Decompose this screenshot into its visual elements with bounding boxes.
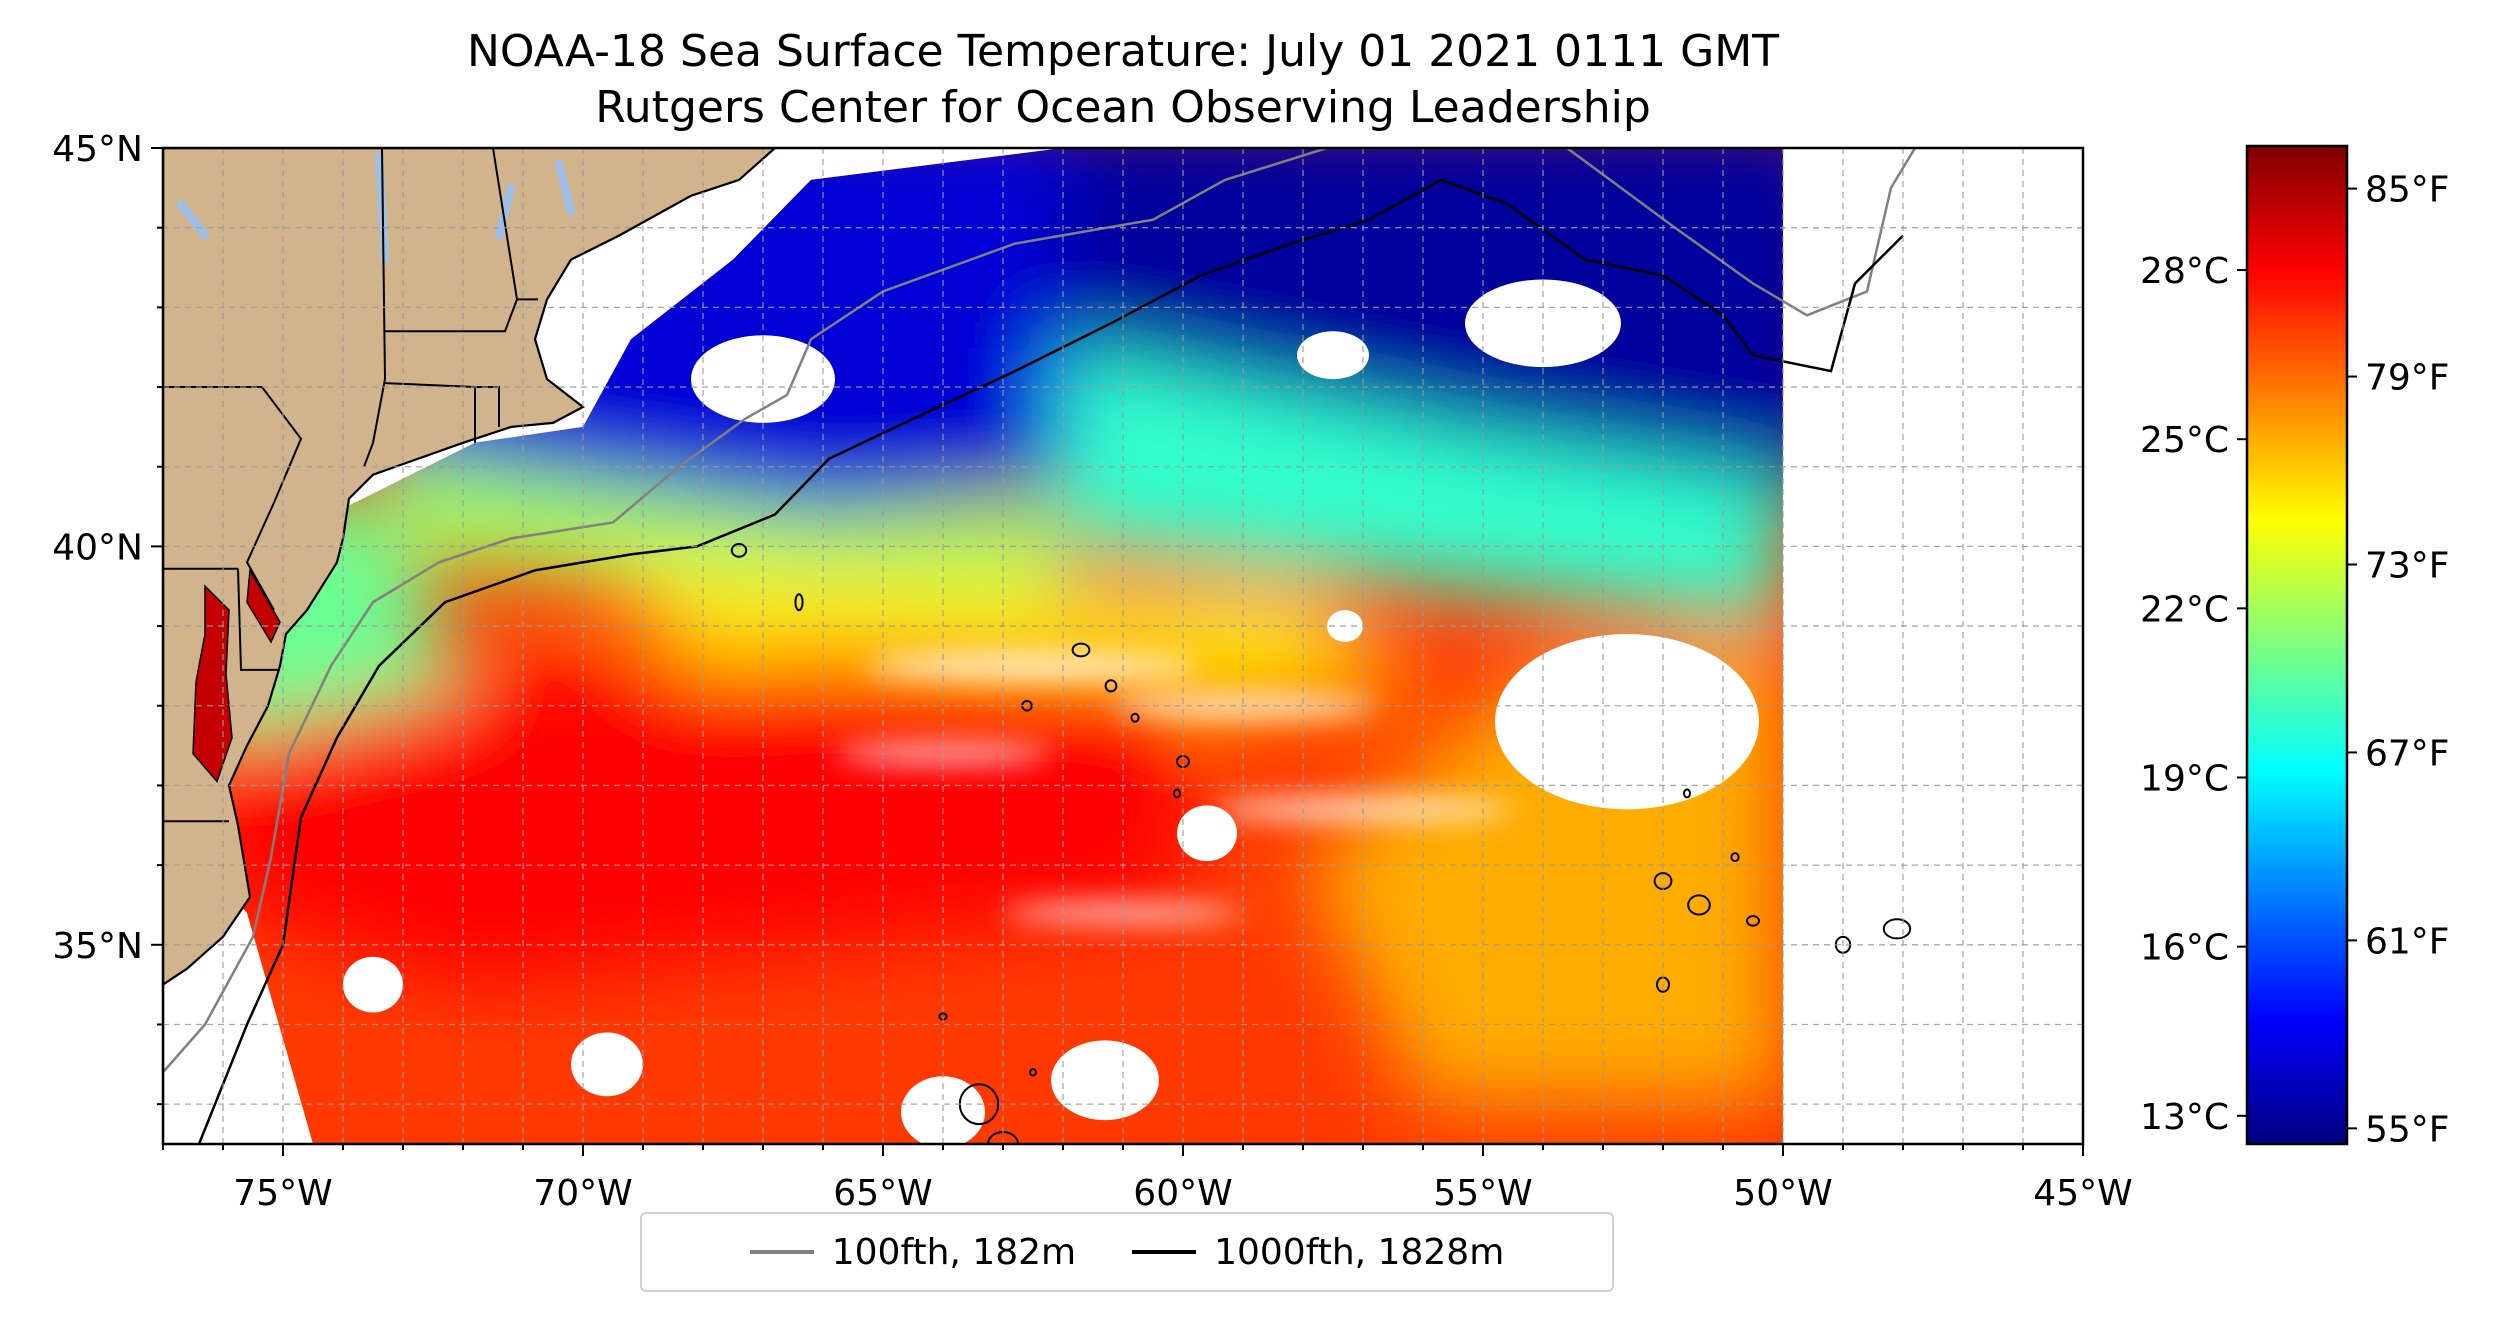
sst-region (373, 450, 1063, 611)
legend-swatch-1000fth (1132, 1250, 1197, 1254)
lon-tick-label: 60°W (1133, 1173, 1232, 1214)
chesapeake-bay (192, 584, 233, 783)
seamount-contour (794, 593, 804, 612)
celsius-tick-label: 22°C (2140, 589, 2229, 630)
lat-tick-label: 40°N (52, 527, 143, 568)
lon-tick-label: 50°W (1733, 1173, 1832, 1214)
legend-item-1000fth: 1000fth, 1828m (1132, 1232, 1504, 1273)
seamount-contour (1687, 894, 1711, 916)
chart-subtitle: Rutgers Center for Ocean Observing Leade… (595, 82, 1651, 133)
seamount-contour (1730, 852, 1740, 863)
cloud-gap (1465, 279, 1621, 368)
fahrenheit-tick-label: 61°F (2365, 921, 2450, 962)
colorbar (2247, 146, 2347, 1144)
lon-tick-label: 45°W (2033, 1173, 2132, 1214)
gridlines (163, 148, 2083, 1144)
lat-tick-label: 45°N (52, 129, 143, 170)
celsius-tick-label: 16°C (2140, 928, 2229, 969)
legend-label-100fth: 100fth, 182m (831, 1231, 1077, 1273)
sst-region (193, 658, 1183, 985)
inland-lake (495, 183, 515, 240)
legend: 100fth, 182m 1000fth, 1828m (640, 1212, 1614, 1292)
inland-lake (177, 199, 209, 240)
seamount-contour (1173, 788, 1181, 799)
fahrenheit-tick-label: 85°F (2365, 170, 2450, 211)
lon-tick-label: 55°W (1433, 1173, 1532, 1214)
cloud-gap (343, 956, 403, 1013)
fahrenheit-tick-label: 79°F (2365, 358, 2450, 399)
chart-title: NOAA-18 Sea Surface Temperature: July 01… (466, 26, 1780, 77)
state-border (237, 568, 280, 671)
lat-tick-label: 35°N (52, 926, 143, 967)
contour-100fth (163, 148, 1917, 1074)
inland-lake (555, 159, 575, 216)
cloud-streak (865, 651, 1201, 681)
seamount-contour (730, 543, 748, 558)
state-border (385, 148, 519, 333)
seamount-contour (1683, 788, 1691, 799)
lon-tick-label: 65°W (833, 1173, 932, 1214)
cloud-gap (1495, 634, 1759, 810)
fahrenheit-tick-label: 55°F (2365, 1109, 2450, 1150)
land-layer (163, 148, 777, 1144)
legend-label-1000fth: 1000fth, 1828m (1214, 1231, 1505, 1273)
seamount-contour (1029, 1068, 1037, 1077)
celsius-tick-label: 13°C (2140, 1097, 2229, 1138)
cloud-gap (571, 1032, 643, 1097)
seamount-contour (1071, 642, 1091, 658)
legend-item-100fth: 100fth, 182m (749, 1231, 1077, 1273)
state-border (363, 148, 387, 468)
lon-tick-label: 70°W (533, 1173, 632, 1214)
celsius-tick-label: 28°C (2140, 251, 2229, 292)
lon-tick-label: 75°W (233, 1173, 332, 1214)
celsius-tick-label: 19°C (2140, 759, 2229, 800)
land-mass (163, 148, 777, 1144)
cloud-gap (1177, 805, 1237, 862)
colorbar-frame (2245, 144, 2349, 1146)
cloud-gap (1297, 331, 1369, 380)
fahrenheit-tick-label: 73°F (2365, 545, 2450, 586)
colorbar-ticks: 28°C 25°C 22°C 19°C 16°C 13°C 85°F 79°F 73°F 67°F… (2140, 170, 2449, 1151)
legend-swatch-100fth (749, 1250, 814, 1254)
map-axes: 75°W 70°W 65°W 60°W 55°W 50°W 45°W 45°N 40°N 35°N (52, 129, 2132, 1214)
seamount-contour (1882, 918, 1912, 940)
seamount-contour (1746, 915, 1760, 927)
map-area (163, 148, 2083, 1144)
celsius-tick-label: 25°C (2140, 420, 2229, 461)
contour-1000fth (197, 178, 1904, 1144)
seamount-contour (1104, 679, 1118, 693)
cloud-gap (1051, 1040, 1159, 1121)
seamount-contour (1130, 712, 1140, 723)
fahrenheit-tick-label: 67°F (2365, 733, 2450, 774)
